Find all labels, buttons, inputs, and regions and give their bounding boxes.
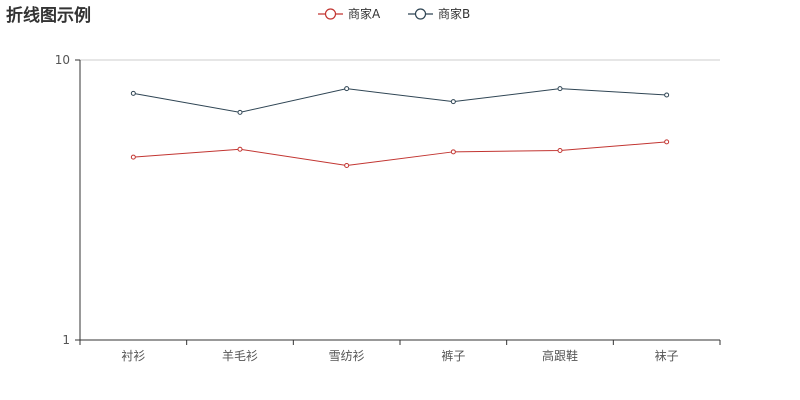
x-axis: 衬衫 羊毛衫 雪纺衫 裤子 高跟鞋 袜子 xyxy=(79,339,721,363)
data-point[interactable] xyxy=(130,154,136,160)
data-point[interactable] xyxy=(237,146,243,152)
series-0 xyxy=(130,139,670,168)
legend-label: 商家B xyxy=(438,6,470,21)
data-point[interactable] xyxy=(450,149,456,155)
x-tick-label: 袜子 xyxy=(655,349,679,363)
series-line xyxy=(133,88,667,113)
data-point[interactable] xyxy=(237,109,243,115)
x-tick-label: 高跟鞋 xyxy=(542,348,578,363)
y-tick-label: 10 xyxy=(55,53,70,67)
x-tick-label: 衬衫 xyxy=(121,349,145,363)
legend-item[interactable]: 商家B xyxy=(408,6,470,21)
chart-title: 折线图示例 xyxy=(6,6,91,26)
data-point[interactable] xyxy=(130,90,136,96)
legend-item[interactable]: 商家A xyxy=(318,6,381,21)
data-point[interactable] xyxy=(557,148,563,154)
data-point[interactable] xyxy=(664,92,670,98)
legend-circle-icon xyxy=(324,8,337,20)
data-point[interactable] xyxy=(344,86,350,92)
legend-label: 商家A xyxy=(348,6,381,21)
x-tick-label: 裤子 xyxy=(441,349,465,363)
y-tick-label: 1 xyxy=(62,333,70,347)
legend-circle-icon xyxy=(414,8,427,20)
legend[interactable]: 商家A 商家B xyxy=(318,6,470,21)
series-layer xyxy=(130,86,670,168)
series-1 xyxy=(130,86,670,115)
x-tick-label: 雪纺衫 xyxy=(329,349,365,363)
series-line xyxy=(133,141,667,166)
x-tick-label: 羊毛衫 xyxy=(222,348,258,363)
data-point[interactable] xyxy=(664,139,670,145)
y-axis: 1 10 xyxy=(55,53,81,347)
data-point[interactable] xyxy=(450,99,456,105)
data-point[interactable] xyxy=(557,86,563,92)
data-point[interactable] xyxy=(344,162,350,168)
